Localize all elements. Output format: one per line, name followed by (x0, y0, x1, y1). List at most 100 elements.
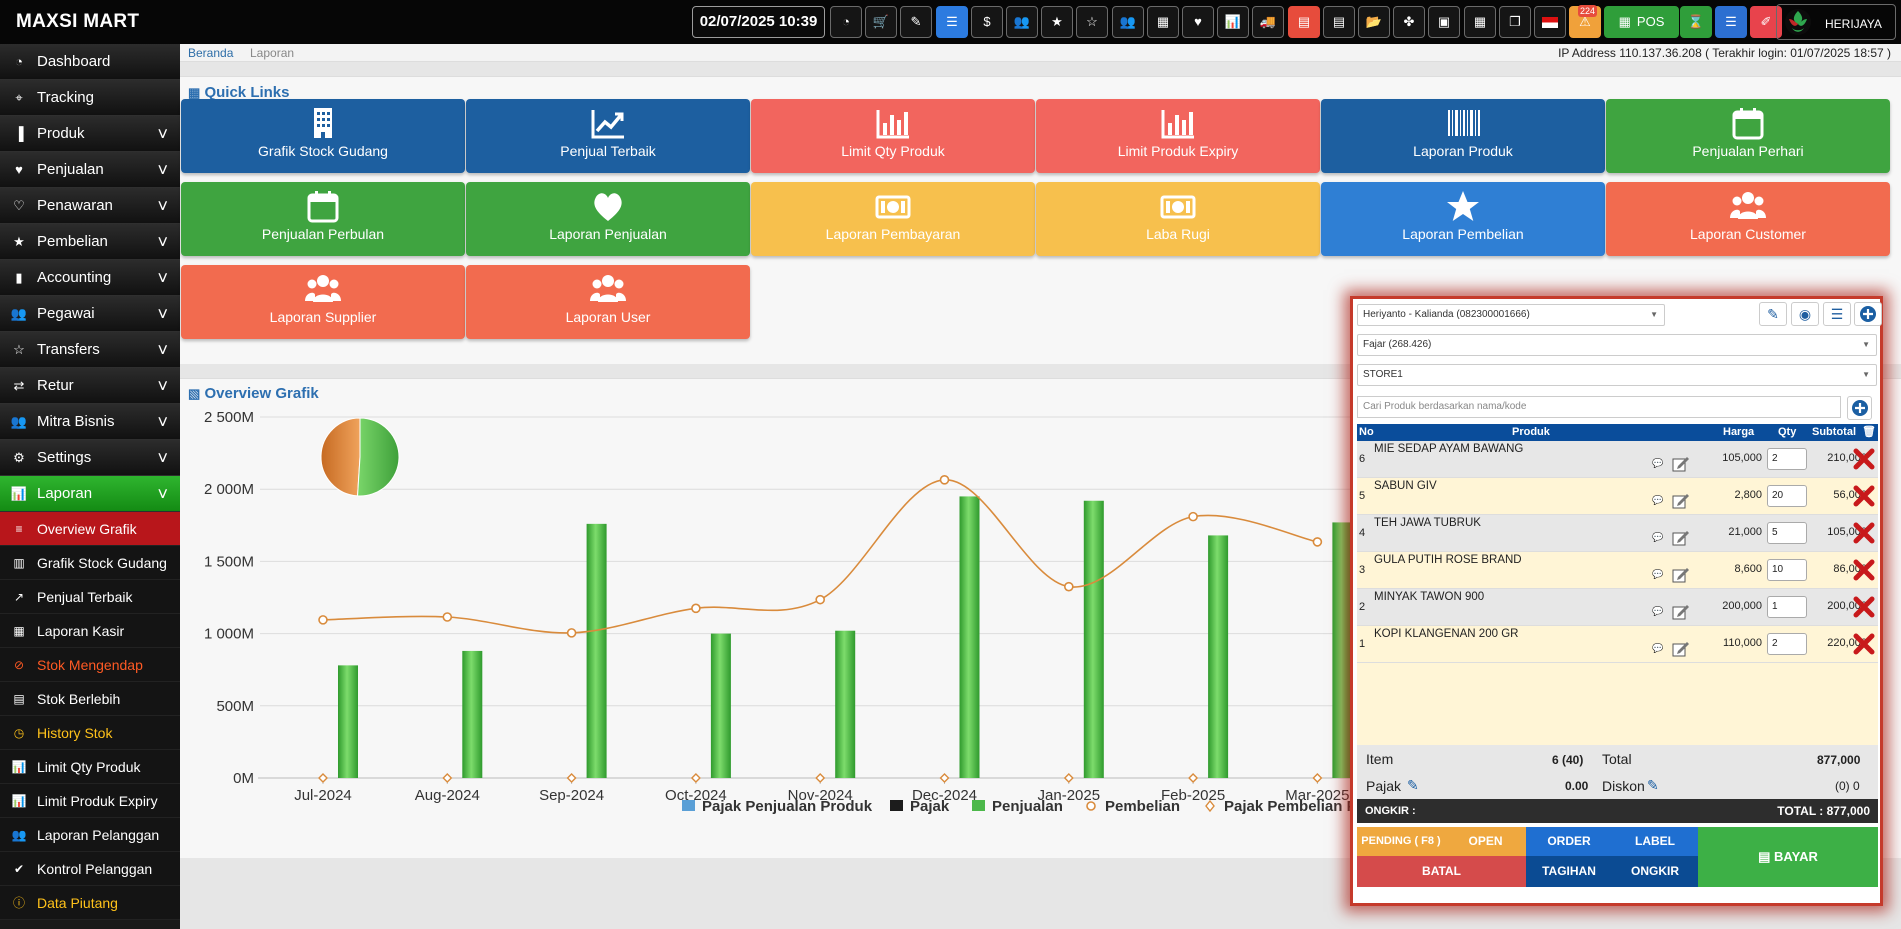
topbar-folder-button[interactable]: 📂 (1358, 6, 1390, 38)
bayar-button[interactable]: ▤ BAYAR (1698, 827, 1878, 887)
topbar-copy-button[interactable]: ❐ (1499, 6, 1531, 38)
topbar-truck-button[interactable]: 🚚 (1252, 6, 1284, 38)
sidebar-item-accounting[interactable]: ▮ Accounting ˅ (0, 260, 180, 296)
edit-note-icon[interactable] (1672, 493, 1690, 509)
comment-icon[interactable]: 💬 (1652, 495, 1664, 505)
sidebar-item-penjualan[interactable]: ♥ Penjualan ˅ (0, 152, 180, 188)
delete-icon[interactable] (1853, 522, 1875, 544)
topbar-dashboard-button[interactable]: ◔ (830, 6, 862, 38)
sidebar-subitem-penjual-terbaik[interactable]: ↗ Penjual Terbaik (0, 580, 180, 614)
order-button[interactable]: ORDER (1526, 827, 1612, 856)
sidebar-subitem-grafik-stock-gudang[interactable]: ▥ Grafik Stock Gudang (0, 546, 180, 580)
sidebar-subitem-overview-grafik[interactable]: ≡ Overview Grafik (0, 512, 180, 546)
topbar-star-outline-button[interactable]: ☆ (1076, 6, 1108, 38)
edit-customer-button[interactable]: ✎ (1759, 302, 1787, 326)
comment-icon[interactable]: 💬 (1652, 606, 1664, 616)
comment-icon[interactable]: 💬 (1652, 532, 1664, 542)
edit-note-icon[interactable] (1672, 456, 1690, 472)
comment-icon[interactable]: 💬 (1652, 458, 1664, 468)
view-customer-button[interactable]: ◉ (1791, 302, 1819, 326)
topbar-users-button[interactable]: 👥 (1006, 6, 1038, 38)
sidebar-subitem-limit-qty-produk[interactable]: 📊 Limit Qty Produk (0, 750, 180, 784)
product-search-input[interactable]: Cari Produk berdasarkan nama/kode (1357, 396, 1841, 418)
topbar-money-button[interactable]: ▤ (1288, 6, 1320, 38)
salesman-select[interactable]: Fajar (268.426) ▼ (1357, 334, 1877, 356)
quantity-input[interactable]: 20 (1767, 485, 1807, 507)
sidebar-item-pegawai[interactable]: 👥 Pegawai ˅ (0, 296, 180, 332)
topbar-chart-button[interactable]: 📊 (1217, 6, 1249, 38)
comment-icon[interactable]: 💬 (1652, 569, 1664, 579)
label-button[interactable]: LABEL (1612, 827, 1698, 856)
comment-icon[interactable]: 💬 (1652, 643, 1664, 653)
delete-icon[interactable] (1853, 596, 1875, 618)
topbar-star-button[interactable]: ★ (1041, 6, 1073, 38)
add-product-button[interactable] (1847, 396, 1872, 420)
sidebar-subitem-limit-produk-expiry[interactable]: 📊 Limit Produk Expiry (0, 784, 180, 818)
sidebar-item-settings[interactable]: ⚙ Settings ˅ (0, 440, 180, 476)
user-menu[interactable]: HERIJAYA (1776, 4, 1896, 40)
quick-link-laporan-pembayaran[interactable]: Laporan Pembayaran (751, 182, 1035, 256)
quick-link-laporan-customer[interactable]: Laporan Customer (1606, 182, 1890, 256)
quick-link-laporan-supplier[interactable]: Laporan Supplier (181, 265, 465, 339)
topbar-calendar-button[interactable]: ▦ (1464, 6, 1496, 38)
quick-link-laba-rugi[interactable]: Laba Rugi (1036, 182, 1320, 256)
sidebar-subitem-data-piutang[interactable]: ⓘ Data Piutang (0, 886, 180, 920)
pajak-edit-icon[interactable]: ✎ (1407, 777, 1419, 793)
topbar-money-button[interactable]: ▤ (1323, 6, 1355, 38)
pending-button[interactable]: PENDING ( F8 ) (1357, 827, 1445, 856)
edit-note-icon[interactable] (1672, 567, 1690, 583)
diskon-edit-icon[interactable]: ✎ (1647, 777, 1659, 793)
open-button[interactable]: OPEN (1445, 827, 1526, 856)
sidebar-subitem-kontrol-pelanggan[interactable]: ✔ Kontrol Pelanggan (0, 852, 180, 886)
sidebar-item-penawaran[interactable]: ♡ Penawaran ˅ (0, 188, 180, 224)
quick-link-penjualan-perhari[interactable]: Penjualan Perhari (1606, 99, 1890, 173)
topbar-cart-button[interactable]: 🛒 (865, 6, 897, 38)
delete-icon[interactable] (1853, 485, 1875, 507)
edit-note-icon[interactable] (1672, 604, 1690, 620)
brand-logo[interactable]: MAXSI MART (16, 11, 140, 32)
list-customer-button[interactable]: ☰ (1823, 302, 1851, 326)
sidebar-item-dashboard[interactable]: ◔ Dashboard (0, 44, 180, 80)
sidebar-subitem-history-stok[interactable]: ◷ History Stok (0, 716, 180, 750)
topbar-list-button[interactable]: ☰ (936, 6, 968, 38)
topbar-share-button[interactable]: ✤ (1393, 6, 1425, 38)
edit-note-icon[interactable] (1672, 530, 1690, 546)
delete-icon[interactable] (1853, 448, 1875, 470)
quick-link-laporan-produk[interactable]: Laporan Produk (1321, 99, 1605, 173)
quick-link-laporan-pembelian[interactable]: Laporan Pembelian (1321, 182, 1605, 256)
delete-icon[interactable] (1853, 559, 1875, 581)
topbar-flag-button[interactable] (1534, 6, 1566, 38)
delete-icon[interactable] (1853, 633, 1875, 655)
store-select[interactable]: STORE1 ▼ (1357, 364, 1877, 386)
topbar-bell-button[interactable]: ⚠ 224 (1569, 5, 1601, 38)
quick-link-laporan-user[interactable]: Laporan User (466, 265, 750, 339)
topbar-grid-button[interactable]: ▦ (1147, 6, 1179, 38)
customer-select[interactable]: Heriyanto - Kalianda (082300001666) ▼ (1357, 304, 1665, 326)
quick-link-penjualan-perbulan[interactable]: Penjualan Perbulan (181, 182, 465, 256)
quick-link-laporan-penjualan[interactable]: Laporan Penjualan (466, 182, 750, 256)
sidebar-subitem-stok-mengendap[interactable]: ⊘ Stok Mengendap (0, 648, 180, 682)
sidebar-item-tracking[interactable]: ⌖ Tracking (0, 80, 180, 116)
batal-button[interactable]: BATAL (1357, 856, 1526, 887)
quick-link-penjual-terbaik[interactable]: Penjual Terbaik (466, 99, 750, 173)
sidebar-item-laporan[interactable]: 📊 Laporan ˅ (0, 476, 180, 512)
topbar-hourglass-button[interactable]: ⌛ (1680, 6, 1712, 38)
sidebar-subitem-laporan-pelanggan[interactable]: 👥 Laporan Pelanggan (0, 818, 180, 852)
tagihan-button[interactable]: TAGIHAN (1526, 856, 1612, 887)
breadcrumb-home[interactable]: Beranda (188, 46, 234, 60)
topbar-calculator-button[interactable]: ▣ (1428, 6, 1460, 38)
sidebar-item-retur[interactable]: ⇄ Retur ˅ (0, 368, 180, 404)
sidebar-item-mitra-bisnis[interactable]: 👥 Mitra Bisnis ˅ (0, 404, 180, 440)
quantity-input[interactable]: 10 (1767, 559, 1807, 581)
topbar-heart-button[interactable]: ♥ (1182, 6, 1214, 38)
topbar-pos-button[interactable]: ▦ POS (1604, 6, 1679, 38)
ongkir-button[interactable]: ONGKIR (1612, 856, 1698, 887)
sidebar-item-pembelian[interactable]: ★ Pembelian ˅ (0, 224, 180, 260)
add-customer-button[interactable] (1854, 302, 1882, 326)
quantity-input[interactable]: 5 (1767, 522, 1807, 544)
topbar-list-button[interactable]: ☰ (1715, 6, 1747, 38)
quantity-input[interactable]: 2 (1767, 448, 1807, 470)
sidebar-subitem-laporan-kasir[interactable]: ▦ Laporan Kasir (0, 614, 180, 648)
quantity-input[interactable]: 2 (1767, 633, 1807, 655)
quick-link-grafik-stock-gudang[interactable]: Grafik Stock Gudang (181, 99, 465, 173)
